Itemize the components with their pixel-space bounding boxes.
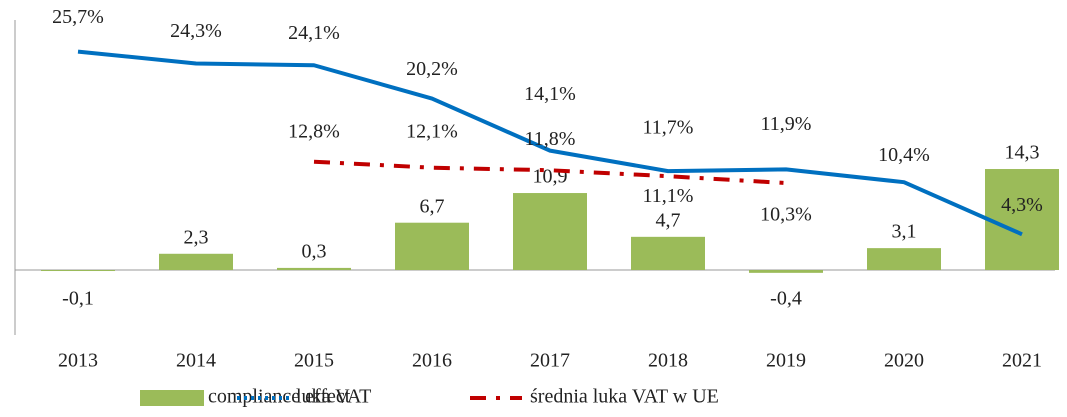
bar bbox=[867, 248, 941, 271]
data-label: 25,7% bbox=[52, 6, 104, 28]
bar bbox=[395, 222, 469, 271]
x-tick-label: 2019 bbox=[766, 350, 806, 372]
data-label: 11,8% bbox=[525, 128, 576, 150]
x-tick-label: 2015 bbox=[294, 350, 334, 372]
data-label: -0,4 bbox=[770, 288, 802, 310]
x-tick-label: 2013 bbox=[58, 350, 98, 372]
x-tick-label: 2018 bbox=[648, 350, 688, 372]
data-label: 6,7 bbox=[420, 195, 445, 217]
legend-label: luka VAT bbox=[296, 386, 371, 408]
bar bbox=[749, 270, 823, 273]
data-label: 14,3 bbox=[1005, 142, 1040, 164]
x-tick-label: 2020 bbox=[884, 350, 924, 372]
data-label: 12,8% bbox=[288, 120, 340, 142]
data-label: 24,3% bbox=[170, 20, 222, 42]
line bbox=[77, 49, 1023, 237]
bar bbox=[985, 169, 1059, 271]
data-label: 20,2% bbox=[406, 58, 458, 80]
data-label: 10,4% bbox=[878, 144, 930, 166]
data-label: 2,3 bbox=[184, 226, 209, 248]
x-tick-label: 2014 bbox=[176, 350, 216, 372]
legend-swatch bbox=[140, 390, 204, 406]
data-label: 0,3 bbox=[302, 240, 327, 262]
data-label: 11,1% bbox=[643, 185, 694, 207]
data-label: 11,7% bbox=[643, 117, 694, 139]
data-label: 14,1% bbox=[524, 83, 576, 105]
data-label: 12,1% bbox=[406, 120, 458, 142]
x-tick-label: 2021 bbox=[1002, 350, 1042, 372]
bar bbox=[159, 253, 233, 271]
bar bbox=[277, 267, 351, 271]
data-label: 24,1% bbox=[288, 22, 340, 44]
data-label: -0,1 bbox=[62, 288, 94, 310]
data-label: 3,1 bbox=[892, 221, 917, 243]
data-label: 11,9% bbox=[761, 113, 812, 135]
data-label: 10,3% bbox=[760, 204, 812, 226]
data-label: 4,3% bbox=[1001, 194, 1043, 216]
bar bbox=[513, 193, 587, 271]
x-tick-label: 2017 bbox=[530, 350, 570, 372]
legend-label: średnia luka VAT w UE bbox=[530, 386, 719, 408]
bar bbox=[631, 236, 705, 271]
bar bbox=[41, 270, 115, 272]
x-tick-label: 2016 bbox=[412, 350, 452, 372]
data-label: 4,7 bbox=[656, 209, 681, 231]
